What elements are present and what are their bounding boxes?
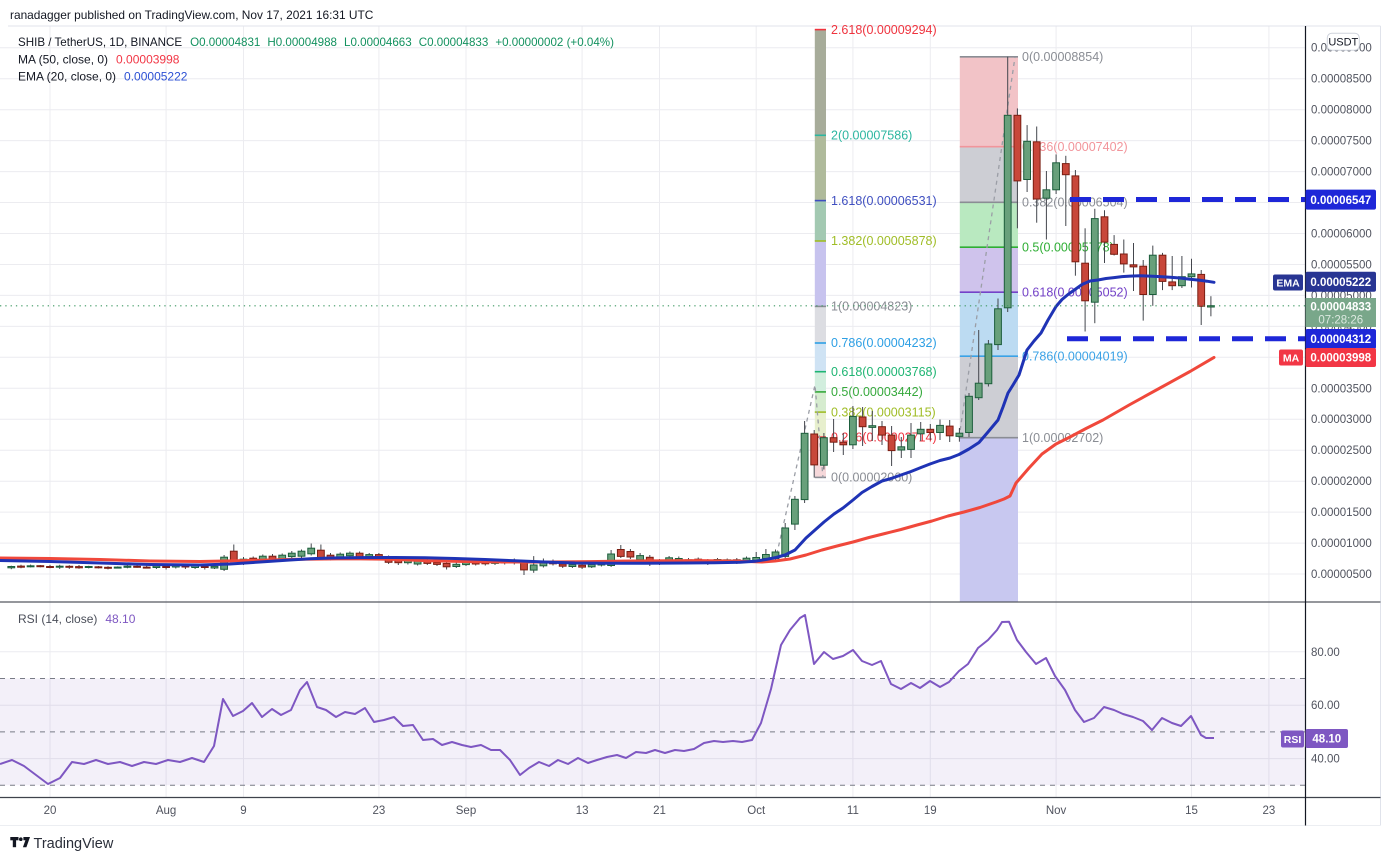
svg-text:2.618(0.00009294): 2.618(0.00009294) [831, 23, 937, 37]
svg-text:RSI (14, close)48.10: RSI (14, close) 48.10 [18, 612, 136, 626]
svg-text:Oct: Oct [747, 805, 766, 817]
svg-text:0.5(0.00003442): 0.5(0.00003442) [831, 385, 923, 399]
svg-text:13: 13 [576, 805, 589, 817]
svg-text:0.00008000: 0.00008000 [1311, 105, 1372, 117]
svg-text:0.00007500: 0.00007500 [1311, 136, 1372, 148]
svg-text:0.00001500: 0.00001500 [1311, 507, 1372, 519]
svg-text:0.618(0.00003768): 0.618(0.00003768) [831, 365, 937, 379]
svg-text:0.00008500: 0.00008500 [1311, 74, 1372, 86]
svg-text:RSI: RSI [1284, 734, 1302, 746]
svg-text:2(0.00007586): 2(0.00007586) [831, 129, 912, 143]
svg-text:0.382(0.00003115): 0.382(0.00003115) [831, 405, 936, 419]
svg-text:0.00004312: 0.00004312 [1310, 334, 1371, 346]
svg-text:15: 15 [1185, 805, 1198, 817]
svg-text:23: 23 [373, 805, 386, 817]
svg-text:1(0.00004823): 1(0.00004823) [831, 300, 912, 314]
svg-text:TradingView: TradingView [34, 836, 114, 852]
svg-text:Nov: Nov [1046, 805, 1067, 817]
svg-text:40.00: 40.00 [1311, 754, 1340, 766]
svg-text:9: 9 [240, 805, 246, 817]
svg-text:0.00001000: 0.00001000 [1311, 538, 1372, 550]
svg-text:0.00005222: 0.00005222 [1310, 277, 1371, 289]
svg-text:0.00003998: 0.00003998 [1310, 353, 1371, 365]
svg-text:Sep: Sep [456, 805, 476, 817]
svg-text:0.00004833: 0.00004833 [1310, 302, 1371, 314]
svg-text:0.00003500: 0.00003500 [1311, 383, 1372, 395]
svg-text:0(0.00002060): 0(0.00002060) [831, 471, 912, 485]
svg-text:1.618(0.00006531): 1.618(0.00006531) [831, 194, 937, 208]
svg-text:0.00006547: 0.00006547 [1310, 195, 1371, 207]
svg-text:0(0.00008854): 0(0.00008854) [1022, 50, 1103, 64]
svg-text:EMA (20, close, 0)0.00005222: EMA (20, close, 0) 0.00005222 [18, 70, 188, 84]
svg-text:0.00005500: 0.00005500 [1311, 260, 1372, 272]
svg-text:0.236(0.00007402): 0.236(0.00007402) [1022, 140, 1128, 154]
svg-text:0.786(0.00004232): 0.786(0.00004232) [831, 336, 937, 350]
svg-text:0.00000500: 0.00000500 [1311, 569, 1372, 581]
svg-text:11: 11 [847, 805, 859, 817]
svg-text:ranadagger published on Tradin: ranadagger published on TradingView.com,… [10, 8, 374, 22]
svg-text:EMA: EMA [1276, 278, 1300, 290]
svg-text:23: 23 [1263, 805, 1276, 817]
svg-text:19: 19 [924, 805, 937, 817]
svg-text:0.00003000: 0.00003000 [1311, 414, 1372, 426]
svg-text:MA (50, close, 0)0.00003998: MA (50, close, 0) 0.00003998 [18, 53, 180, 67]
svg-text:0.00002000: 0.00002000 [1311, 476, 1372, 488]
svg-text:Aug: Aug [156, 805, 176, 817]
svg-text:MA: MA [1283, 353, 1300, 365]
svg-text:60.00: 60.00 [1311, 700, 1340, 712]
svg-text:0.618(0.00005052): 0.618(0.00005052) [1022, 285, 1128, 299]
svg-text:48.10: 48.10 [1312, 734, 1341, 746]
svg-text:0.00002500: 0.00002500 [1311, 445, 1372, 457]
svg-text:0.786(0.00004019): 0.786(0.00004019) [1022, 349, 1128, 363]
svg-text:21: 21 [653, 805, 666, 817]
svg-text:0.00006000: 0.00006000 [1311, 229, 1372, 241]
svg-text:0.00007000: 0.00007000 [1311, 167, 1372, 179]
svg-text:0.5(0.00005778): 0.5(0.00005778) [1022, 240, 1114, 254]
svg-text:20: 20 [44, 805, 57, 817]
svg-text:1(0.00002702): 1(0.00002702) [1022, 431, 1103, 445]
svg-text:1.382(0.00005878): 1.382(0.00005878) [831, 234, 937, 248]
svg-text:USDT: USDT [1328, 37, 1358, 49]
svg-text:07:28:26: 07:28:26 [1318, 315, 1363, 327]
svg-text:80.00: 80.00 [1311, 647, 1340, 659]
